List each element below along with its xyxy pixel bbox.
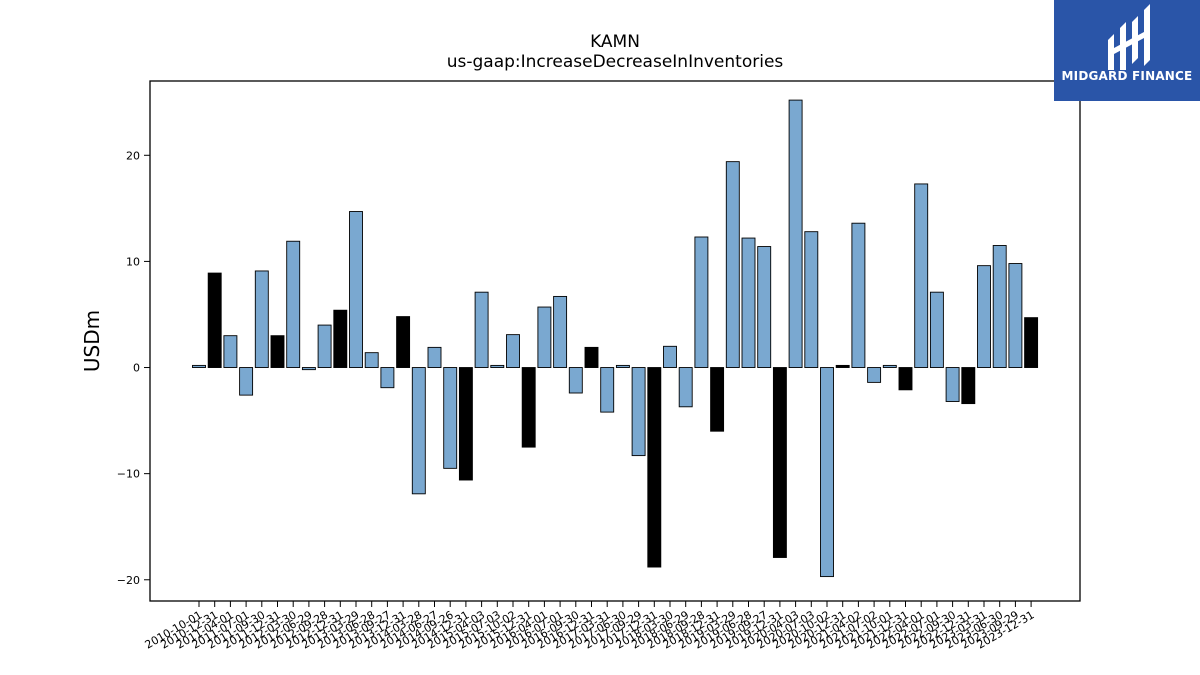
- bar-2016-04-01: [537, 306, 552, 368]
- bar-2023-06-30: [992, 245, 1007, 368]
- bar-2022-09-30: [945, 367, 960, 402]
- bar-2021-12-31: [898, 367, 913, 391]
- bar-2023-03-31: [977, 265, 991, 368]
- midgard-finance-logo: MIDGARD FINANCE: [1054, 0, 1200, 101]
- bar-2012-09-28: [317, 324, 332, 368]
- bar-2012-12-31: [333, 309, 348, 368]
- chart-title: KAMN: [590, 32, 640, 52]
- y-tick-label: 20: [126, 149, 140, 162]
- bar-2013-06-28: [364, 352, 379, 368]
- bar-2013-03-29: [349, 211, 363, 368]
- bar-2014-06-27: [427, 346, 442, 368]
- bar-2015-10-02: [506, 334, 520, 368]
- bar-2017-06-30: [615, 364, 630, 368]
- y-tick-label: −20: [117, 574, 140, 587]
- y-tick-label: 10: [126, 255, 140, 268]
- bar-2014-03-28: [411, 367, 426, 495]
- y-axis-label: USDm: [80, 310, 104, 372]
- bar-2019-12-31: [772, 367, 787, 558]
- bar-2022-12-31: [961, 367, 976, 405]
- bar-2017-12-31: [647, 367, 662, 568]
- bar-2012-06-29: [301, 367, 316, 371]
- bar-2018-12-31: [710, 367, 725, 432]
- bar-2015-04-03: [474, 291, 489, 368]
- bar-2020-07-03: [804, 231, 819, 368]
- bar-2022-04-01: [914, 183, 929, 368]
- bar-2015-07-03: [490, 364, 505, 368]
- bar-2016-07-01: [553, 295, 568, 368]
- bar-2019-03-29: [725, 161, 740, 368]
- bar-2019-09-27: [757, 246, 772, 368]
- bar-2016-09-30: [568, 367, 583, 394]
- y-tick-label: −10: [117, 468, 140, 481]
- bar-2021-07-02: [867, 367, 882, 383]
- bar-2017-09-29: [631, 367, 646, 457]
- bar-2011-04-01: [223, 335, 238, 368]
- bar-2023-09-29: [1008, 263, 1023, 368]
- bar-2020-10-02: [820, 367, 834, 578]
- bar-2011-07-01: [239, 367, 254, 396]
- bar-2010-10-01: [192, 364, 206, 368]
- bar-2023-12-31: [1024, 317, 1039, 368]
- y-axis: −20 −10 0 10 20: [117, 149, 150, 587]
- bar-2011-12-31: [270, 335, 285, 368]
- bars-group: [192, 99, 1039, 578]
- logo-text: MIDGARD FINANCE: [1061, 69, 1193, 83]
- bar-2010-12-31: [207, 272, 222, 368]
- bar-2021-04-02: [851, 222, 866, 368]
- bar-2021-10-01: [882, 364, 897, 368]
- bar-2013-12-31: [396, 316, 411, 368]
- chart-subtitle: us-gaap:IncreaseDecreaseInInventories: [446, 52, 784, 72]
- bar-2016-12-31: [584, 346, 599, 368]
- y-tick-label: 0: [133, 362, 140, 375]
- bar-2014-12-31: [458, 367, 473, 481]
- bar-2015-12-31: [521, 367, 536, 448]
- bar-2022-07-01: [929, 291, 944, 368]
- bar-2018-09-28: [694, 236, 709, 368]
- bar-2020-12-31: [835, 364, 850, 368]
- bar-2019-06-28: [741, 237, 756, 368]
- bar-2012-03-30: [286, 240, 301, 368]
- bar-2014-09-26: [443, 367, 458, 469]
- x-axis: 2010-10-012010-12-312011-04-012011-07-01…: [143, 601, 1037, 652]
- logo-mark-icon: [1108, 4, 1150, 70]
- plot-frame: [149, 80, 1081, 602]
- bar-2018-06-29: [678, 367, 693, 408]
- bar-2017-03-31: [600, 367, 615, 413]
- bar-2018-03-30: [663, 345, 677, 368]
- bar-2020-04-03: [788, 99, 803, 368]
- bar-2013-09-27: [380, 367, 395, 389]
- bar-2011-09-30: [254, 270, 269, 368]
